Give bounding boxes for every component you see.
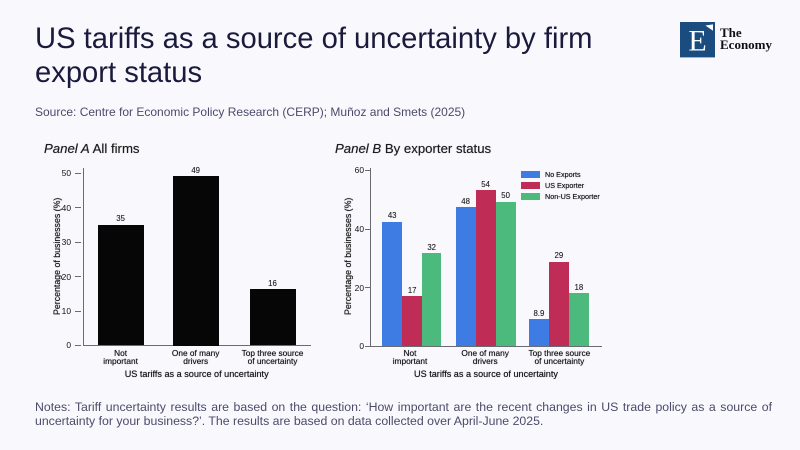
svg-text:E: E <box>688 25 706 58</box>
